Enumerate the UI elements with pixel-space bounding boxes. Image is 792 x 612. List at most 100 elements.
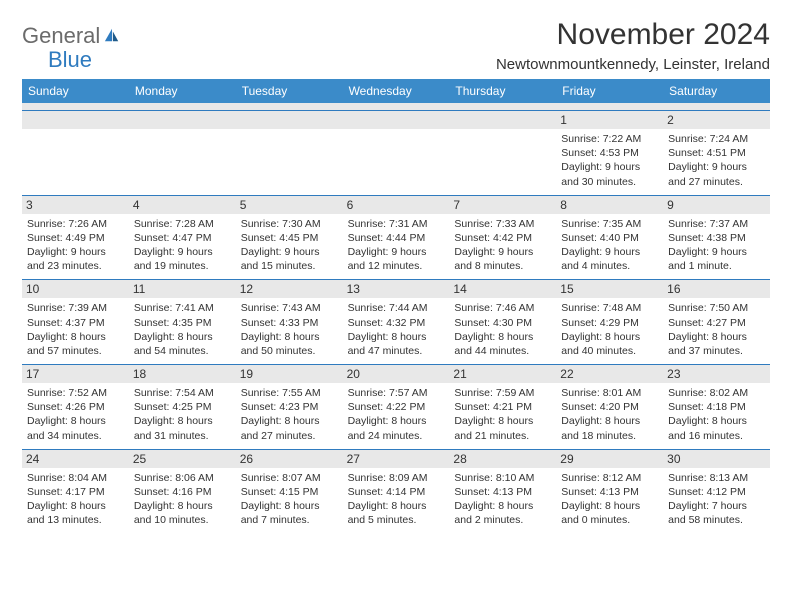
sunrise-text: Sunrise: 7:48 AM [561,301,658,315]
daylight-text-1: Daylight: 9 hours [241,245,338,259]
day-sun-data: Sunrise: 7:26 AMSunset: 4:49 PMDaylight:… [27,217,124,274]
day-sun-data: Sunrise: 7:28 AMSunset: 4:47 PMDaylight:… [134,217,231,274]
calendar-page: GeneralBlue November 2024 Newtownmountke… [0,0,792,543]
daylight-text-2: and 2 minutes. [454,513,551,527]
day-sun-data: Sunrise: 7:54 AMSunset: 4:25 PMDaylight:… [134,386,231,443]
daylight-text-2: and 1 minute. [668,259,765,273]
day-sun-data: Sunrise: 8:07 AMSunset: 4:15 PMDaylight:… [241,471,338,528]
daylight-text-1: Daylight: 8 hours [454,499,551,513]
day-number: 30 [663,450,770,468]
daylight-text-2: and 0 minutes. [561,513,658,527]
day-sun-data: Sunrise: 7:50 AMSunset: 4:27 PMDaylight:… [668,301,765,358]
daylight-text-1: Daylight: 8 hours [27,330,124,344]
weekday-header: Saturday [663,79,770,103]
day-sun-data: Sunrise: 7:52 AMSunset: 4:26 PMDaylight:… [27,386,124,443]
day-sun-data: Sunrise: 7:39 AMSunset: 4:37 PMDaylight:… [27,301,124,358]
day-cell: 21 Sunrise: 7:59 AMSunset: 4:21 PMDayligh… [449,365,556,449]
day-sun-data: Sunrise: 8:12 AMSunset: 4:13 PMDaylight:… [561,471,658,528]
day-number: 29 [556,450,663,468]
day-number: 22 [556,365,663,383]
day-sun-data: Sunrise: 7:57 AMSunset: 4:22 PMDaylight:… [348,386,445,443]
sunset-text: Sunset: 4:40 PM [561,231,658,245]
daylight-text-2: and 24 minutes. [348,429,445,443]
daylight-text-1: Daylight: 8 hours [454,414,551,428]
day-cell: 4Sunrise: 7:28 AMSunset: 4:47 PMDaylight… [129,196,236,280]
sunset-text: Sunset: 4:16 PM [134,485,231,499]
day-number: 18 [129,365,236,383]
daylight-text-1: Daylight: 8 hours [134,499,231,513]
sunrise-text: Sunrise: 7:52 AM [27,386,124,400]
sunset-text: Sunset: 4:27 PM [668,316,765,330]
sunrise-text: Sunrise: 8:10 AM [454,471,551,485]
day-sun-data: Sunrise: 7:59 AMSunset: 4:21 PMDaylight:… [454,386,551,443]
sunrise-text: Sunrise: 7:46 AM [454,301,551,315]
sunrise-text: Sunrise: 8:12 AM [561,471,658,485]
day-number: 11 [129,280,236,298]
daylight-text-1: Daylight: 9 hours [454,245,551,259]
day-number: 23 [663,365,770,383]
sunrise-text: Sunrise: 8:13 AM [668,471,765,485]
day-number-empty [343,111,450,129]
sunset-text: Sunset: 4:37 PM [27,316,124,330]
daylight-text-2: and 4 minutes. [561,259,658,273]
day-number-empty [236,111,343,129]
logo-text-general: General [22,23,100,48]
sunrise-text: Sunrise: 8:09 AM [348,471,445,485]
daylight-text-2: and 37 minutes. [668,344,765,358]
sunrise-text: Sunrise: 8:04 AM [27,471,124,485]
day-number: 21 [449,365,556,383]
day-number-empty [449,111,556,129]
day-sun-data: Sunrise: 8:01 AMSunset: 4:20 PMDaylight:… [561,386,658,443]
daylight-text-2: and 27 minutes. [241,429,338,443]
day-cell: 19Sunrise: 7:55 AMSunset: 4:23 PMDayligh… [236,365,343,449]
sunrise-text: Sunrise: 7:31 AM [348,217,445,231]
day-number: 12 [236,280,343,298]
day-number: 10 [22,280,129,298]
daylight-text-1: Daylight: 9 hours [348,245,445,259]
sunset-text: Sunset: 4:32 PM [348,316,445,330]
sunrise-text: Sunrise: 7:50 AM [668,301,765,315]
daylight-text-2: and 12 minutes. [348,259,445,273]
day-cell: 26Sunrise: 8:07 AMSunset: 4:15 PMDayligh… [236,450,343,534]
daylight-text-2: and 21 minutes. [454,429,551,443]
day-cell: 16Sunrise: 7:50 AMSunset: 4:27 PMDayligh… [663,280,770,364]
weekday-header: Friday [556,79,663,103]
daylight-text-1: Daylight: 8 hours [241,414,338,428]
day-cell: 1Sunrise: 7:22 AMSunset: 4:53 PMDaylight… [556,111,663,195]
week-row: 10 Sunrise: 7:39 AMSunset: 4:37 PMDayligh… [22,280,770,365]
day-sun-data: Sunrise: 7:48 AMSunset: 4:29 PMDaylight:… [561,301,658,358]
day-sun-data: Sunrise: 8:02 AMSunset: 4:18 PMDaylight:… [668,386,765,443]
day-cell: 24Sunrise: 8:04 AMSunset: 4:17 PMDayligh… [22,450,129,534]
day-number: 14 [449,280,556,298]
weekday-header: Monday [129,79,236,103]
sunset-text: Sunset: 4:21 PM [454,400,551,414]
sunrise-text: Sunrise: 7:22 AM [561,132,658,146]
daylight-text-1: Daylight: 9 hours [134,245,231,259]
daylight-text-2: and 23 minutes. [27,259,124,273]
sunset-text: Sunset: 4:49 PM [27,231,124,245]
daylight-text-1: Daylight: 8 hours [348,330,445,344]
daylight-text-1: Daylight: 8 hours [134,330,231,344]
day-cell: 20 Sunrise: 7:57 AMSunset: 4:22 PMDayligh… [343,365,450,449]
sunrise-text: Sunrise: 8:06 AM [134,471,231,485]
sunset-text: Sunset: 4:20 PM [561,400,658,414]
day-cell: 12Sunrise: 7:43 AMSunset: 4:33 PMDayligh… [236,280,343,364]
day-sun-data: Sunrise: 8:04 AMSunset: 4:17 PMDaylight:… [27,471,124,528]
day-cell: 9Sunrise: 7:37 AMSunset: 4:38 PMDaylight… [663,196,770,280]
day-cell: 25Sunrise: 8:06 AMSunset: 4:16 PMDayligh… [129,450,236,534]
daylight-text-1: Daylight: 9 hours [561,160,658,174]
sunrise-text: Sunrise: 7:28 AM [134,217,231,231]
daylight-text-2: and 30 minutes. [561,175,658,189]
day-cell [22,111,129,195]
sunset-text: Sunset: 4:15 PM [241,485,338,499]
day-number: 20 [343,365,450,383]
day-cell: 8Sunrise: 7:35 AMSunset: 4:40 PMDaylight… [556,196,663,280]
daylight-text-1: Daylight: 9 hours [668,160,765,174]
sunset-text: Sunset: 4:13 PM [454,485,551,499]
day-cell: 13Sunrise: 7:44 AMSunset: 4:32 PMDayligh… [343,280,450,364]
sunrise-text: Sunrise: 7:41 AM [134,301,231,315]
daylight-text-1: Daylight: 8 hours [241,499,338,513]
daylight-text-1: Daylight: 9 hours [27,245,124,259]
day-cell: 5Sunrise: 7:30 AMSunset: 4:45 PMDaylight… [236,196,343,280]
daylight-text-1: Daylight: 8 hours [561,330,658,344]
